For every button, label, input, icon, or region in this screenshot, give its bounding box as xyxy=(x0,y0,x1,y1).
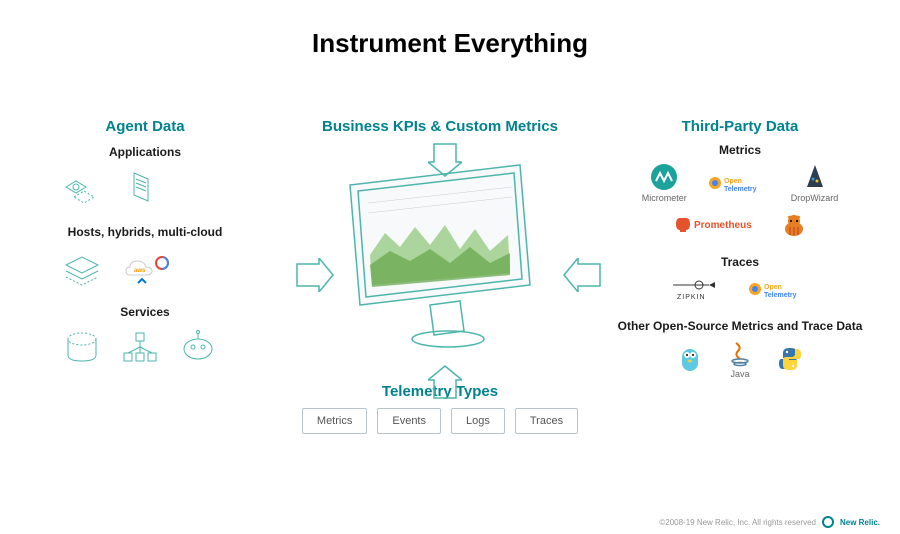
newrelic-logo-icon xyxy=(822,516,834,528)
kpi-heading: Business KPIs & Custom Metrics xyxy=(280,118,600,135)
svg-text:Telemetry: Telemetry xyxy=(764,292,797,299)
other-label: Other Open-Source Metrics and Trace Data xyxy=(610,319,870,333)
agent-data-column: Agent Data Applications Hosts, hybrids, … xyxy=(30,118,260,385)
bot-icon xyxy=(176,325,220,369)
cat-icon xyxy=(780,211,808,239)
arrow-top-icon xyxy=(428,142,462,178)
gopher-icon xyxy=(676,343,704,375)
traces-label: Traces xyxy=(610,255,870,269)
telemetry-metrics: Metrics xyxy=(302,408,367,434)
telemetry-events: Events xyxy=(377,408,441,434)
python-icon xyxy=(776,345,804,373)
chips-icon xyxy=(60,165,104,209)
micrometer-icon xyxy=(650,163,678,191)
opentelemetry-icon: OpenTelemetry xyxy=(747,275,811,303)
metrics-icons-2: Prometheus xyxy=(610,211,870,239)
third-party-column: Third-Party Data Metrics Micrometer Open… xyxy=(610,118,870,395)
svg-text:Open: Open xyxy=(764,284,782,291)
page-title: Instrument Everything xyxy=(0,28,900,59)
phone-icon xyxy=(118,165,162,209)
telemetry-logs: Logs xyxy=(451,408,505,434)
footer: ©2008-19 New Relic, Inc. All rights rese… xyxy=(659,516,880,528)
services-label: Services xyxy=(30,305,260,319)
java-icon xyxy=(726,339,754,367)
third-party-heading: Third-Party Data xyxy=(610,118,870,135)
applications-icons xyxy=(60,165,260,209)
topology-icon xyxy=(118,325,162,369)
arrow-bottom-icon xyxy=(428,364,462,400)
dropwizard-icon xyxy=(801,163,829,191)
metrics-label: Metrics xyxy=(610,143,870,157)
telemetry-boxes: Metrics Events Logs Traces xyxy=(280,408,600,434)
opentelemetry-icon: OpenTelemetry xyxy=(707,169,771,197)
svg-text:Prometheus: Prometheus xyxy=(694,220,752,231)
db-icon xyxy=(60,325,104,369)
java-label: Java xyxy=(730,369,749,379)
metrics-icons: Micrometer OpenTelemetry DropWizard xyxy=(610,163,870,203)
svg-text:Telemetry: Telemetry xyxy=(724,186,757,193)
hosts-icons: aws xyxy=(60,245,260,289)
newrelic-logo-text: New Relic. xyxy=(840,518,880,527)
traces-icons: ZIPKIN OpenTelemetry xyxy=(610,275,870,303)
zipkin-icon: ZIPKIN xyxy=(669,275,719,303)
cloud-providers-icon: aws xyxy=(118,245,176,289)
other-icons: Java xyxy=(610,339,870,379)
monitor-illustration xyxy=(310,155,570,355)
arrow-left-icon xyxy=(295,258,335,292)
copyright-text: ©2008-19 New Relic, Inc. All rights rese… xyxy=(659,518,816,527)
applications-label: Applications xyxy=(30,145,260,159)
agent-data-heading: Agent Data xyxy=(30,118,260,135)
svg-text:aws: aws xyxy=(134,268,146,274)
prometheus-icon: Prometheus xyxy=(672,214,752,236)
telemetry-traces: Traces xyxy=(515,408,578,434)
micrometer-label: Micrometer xyxy=(642,193,687,203)
hosts-label: Hosts, hybrids, multi-cloud xyxy=(30,225,260,239)
svg-text:Open: Open xyxy=(724,178,742,185)
arrow-right-icon xyxy=(562,258,602,292)
dropwizard-label: DropWizard xyxy=(791,193,839,203)
svg-text:ZIPKIN: ZIPKIN xyxy=(677,294,706,301)
services-icons xyxy=(60,325,260,369)
stack-icon xyxy=(60,245,104,289)
